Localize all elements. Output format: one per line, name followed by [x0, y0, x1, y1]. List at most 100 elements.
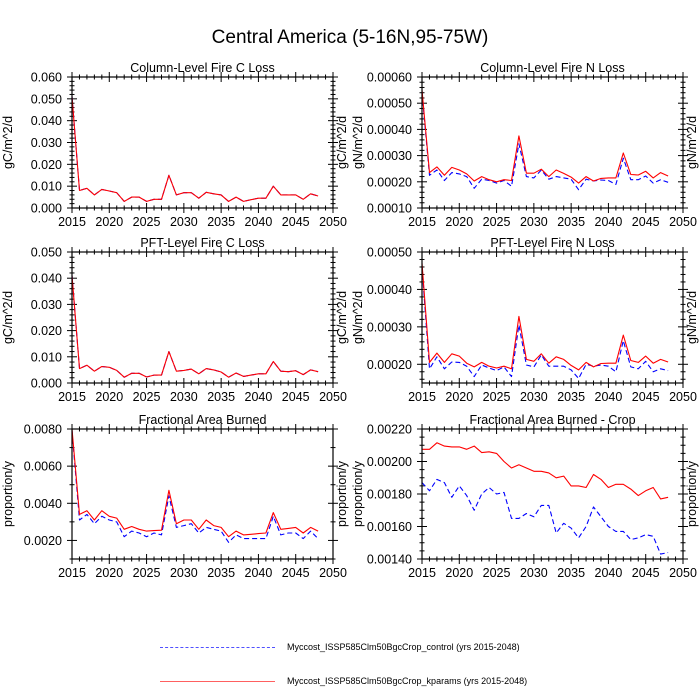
y-tick-label: 0.020 [31, 158, 62, 172]
y-tick-label: 0.0020 [24, 534, 62, 548]
y-axis-label: gC/m^2/d [1, 291, 15, 344]
series-line-kparams [71, 428, 319, 538]
x-tick-label: 2020 [95, 390, 123, 404]
x-tick-label: 2050 [669, 390, 697, 404]
x-tick-label: 2050 [319, 566, 347, 580]
y-axis-label-right: proportion/y [335, 460, 349, 527]
x-tick-label: 2025 [133, 215, 161, 229]
x-tick-label: 2020 [445, 566, 473, 580]
x-tick-label: 2030 [170, 215, 198, 229]
y-tick-label: 0.00020 [367, 358, 412, 372]
x-tick-label: 2015 [58, 390, 86, 404]
y-tick-label: 0.0080 [24, 423, 62, 437]
panel-title: Fractional Area Burned - Crop [469, 413, 635, 427]
y-tick-label: 0.00060 [367, 71, 412, 85]
y-tick-label: 0.00140 [367, 553, 412, 567]
x-tick-label: 2050 [669, 215, 697, 229]
plot-frame [421, 428, 684, 560]
x-tick-label: 2040 [595, 215, 623, 229]
panel-2: Column-Level Fire N Loss gN/m^2/d gN/m^2/d… [351, 61, 699, 229]
y-tick-label: 0.030 [31, 136, 62, 150]
series-line-kparams [421, 90, 669, 184]
y-tick-label: 0.050 [31, 246, 62, 260]
y-tick-label: 0.00200 [367, 455, 412, 469]
x-tick-label: 2045 [282, 390, 310, 404]
series-line-control [71, 96, 319, 202]
y-tick-label: 0.00050 [367, 97, 412, 111]
y-axis-label-right: proportion/y [685, 460, 699, 527]
y-tick-label: 0.010 [31, 180, 62, 194]
x-tick-label: 2020 [445, 390, 473, 404]
panel-title: Column-Level Fire C Loss [130, 61, 275, 75]
x-tick-label: 2045 [632, 566, 660, 580]
x-tick-label: 2050 [669, 566, 697, 580]
x-tick-label: 2015 [58, 215, 86, 229]
x-tick-label: 2040 [245, 390, 273, 404]
y-tick-label: 0.000 [31, 202, 62, 216]
x-tick-label: 2030 [520, 566, 548, 580]
y-tick-label: 0.0040 [24, 497, 62, 511]
series-line-control [421, 92, 669, 191]
x-tick-label: 2015 [408, 566, 436, 580]
legend-label-control: Myccost_ISSP585Clm50BgcCrop_control (yrs… [287, 642, 520, 652]
y-tick-label: 0.00160 [367, 520, 412, 534]
y-tick-label: 0.00050 [367, 246, 412, 260]
x-tick-label: 2025 [483, 215, 511, 229]
y-axis-label: proportion/y [1, 460, 15, 527]
y-axis-label: proportion/y [351, 460, 365, 527]
panel-title: PFT-Level Fire N Loss [490, 236, 614, 250]
y-tick-label: 0.00180 [367, 488, 412, 502]
legend-item-control: Myccost_ISSP585Clm50BgcCrop_control (yrs… [160, 642, 520, 652]
y-axis-label-right: gN/m^2/d [685, 291, 699, 344]
series-line-kparams [422, 442, 669, 500]
y-tick-label: 0.0060 [24, 460, 62, 474]
figure-title: Central America (5-16N,95-75W) [211, 27, 489, 48]
y-tick-label: 0.040 [31, 272, 62, 286]
series-line-control [71, 430, 319, 543]
y-tick-label: 0.00020 [367, 175, 412, 189]
panel-6: Fractional Area Burned - Crop proportion/… [351, 413, 699, 580]
y-tick-label: 0.00030 [367, 320, 412, 334]
panel-3: PFT-Level Fire C Loss gC/m^2/d gC/m^2/d 201… [1, 236, 349, 404]
x-tick-label: 2025 [483, 566, 511, 580]
y-tick-label: 0.040 [31, 114, 62, 128]
series-line-kparams [421, 263, 669, 371]
y-tick-label: 0.000 [31, 377, 62, 391]
plot-frame [71, 76, 334, 209]
x-tick-label: 2035 [557, 566, 585, 580]
legend-item-kparams: Myccost_ISSP585Clm50BgcCrop_kparams (yrs… [160, 676, 527, 686]
panel-title: Fractional Area Burned [139, 413, 267, 427]
x-tick-label: 2045 [282, 215, 310, 229]
y-axis-label-right: gC/m^2/d [335, 116, 349, 169]
panel-title: PFT-Level Fire C Loss [140, 236, 264, 250]
legend-swatch-control [160, 646, 275, 648]
x-tick-label: 2045 [632, 390, 660, 404]
y-axis-label: gN/m^2/d [351, 291, 365, 344]
x-tick-label: 2025 [483, 390, 511, 404]
x-tick-label: 2035 [207, 566, 235, 580]
y-tick-label: 0.020 [31, 324, 62, 338]
x-tick-label: 2035 [557, 215, 585, 229]
y-tick-label: 0.00040 [367, 283, 412, 297]
x-tick-label: 2035 [207, 215, 235, 229]
panel-5: Fractional Area Burned proportion/y propor… [1, 413, 349, 580]
panel-title: Column-Level Fire N Loss [480, 61, 625, 75]
panel-1: Column-Level Fire C Loss gC/m^2/d gC/m^2/d… [1, 61, 349, 229]
x-tick-label: 2020 [445, 215, 473, 229]
x-tick-label: 2040 [245, 566, 273, 580]
x-tick-label: 2020 [95, 566, 123, 580]
x-tick-label: 2015 [408, 390, 436, 404]
y-tick-label: 0.00010 [367, 202, 412, 216]
x-tick-label: 2020 [95, 215, 123, 229]
x-tick-label: 2050 [319, 215, 347, 229]
y-axis-label: gC/m^2/d [1, 116, 15, 169]
x-tick-label: 2035 [207, 390, 235, 404]
y-tick-label: 0.010 [31, 350, 62, 364]
y-tick-label: 0.00040 [367, 123, 412, 137]
x-tick-label: 2030 [520, 390, 548, 404]
x-tick-label: 2015 [408, 215, 436, 229]
y-tick-label: 0.00030 [367, 149, 412, 163]
y-axis-label-right: gC/m^2/d [335, 291, 349, 344]
plot-frame [71, 251, 334, 384]
